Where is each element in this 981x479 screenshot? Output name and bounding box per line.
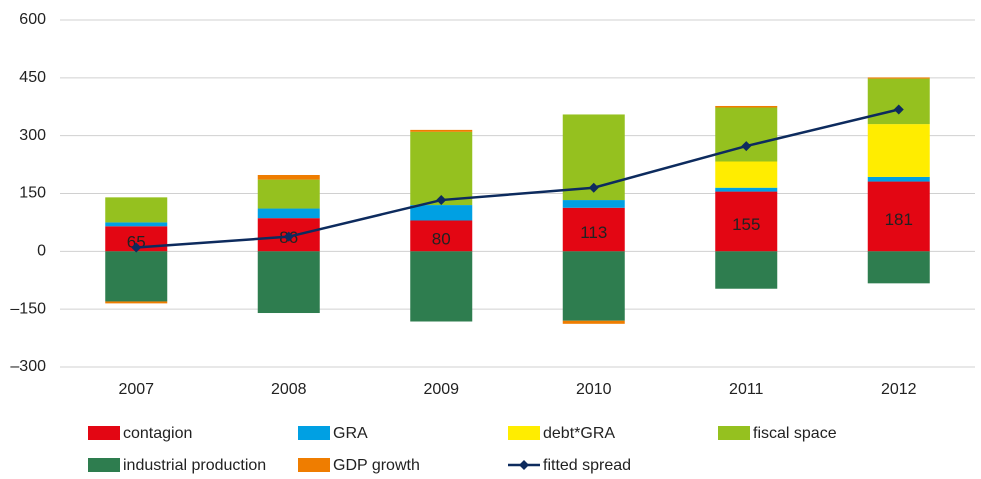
- line-marker: [893, 104, 904, 115]
- bar-segment: [410, 131, 473, 206]
- legend-swatch: [718, 426, 750, 440]
- legend-label: fitted spread: [543, 457, 631, 474]
- bar-segment: [867, 181, 930, 252]
- line-marker: [741, 141, 752, 152]
- legend-label: GDP growth: [333, 457, 420, 474]
- bar-segment: [715, 161, 778, 188]
- bar-segment: [257, 179, 320, 209]
- line-marker: [283, 231, 294, 242]
- y-tick-label: 0: [37, 243, 46, 260]
- legend-label: fiscal space: [753, 425, 837, 442]
- bar-segment: [715, 107, 778, 162]
- legend-label: GRA: [333, 425, 368, 442]
- y-tick-label: 150: [19, 185, 46, 202]
- bar-segment: [562, 251, 625, 321]
- y-tick-label: 450: [19, 69, 46, 86]
- bar-segment: [715, 191, 778, 252]
- bar-segment: [562, 320, 625, 324]
- bar-segment: [410, 205, 473, 221]
- bar-segment: [867, 251, 930, 284]
- y-tick-label: –300: [10, 358, 46, 375]
- y-tick-label: 600: [19, 11, 46, 28]
- bar-segment: [257, 251, 320, 314]
- x-tick-label: 2007: [118, 381, 154, 398]
- bar-segment: [257, 208, 320, 219]
- bar-segment: [410, 251, 473, 322]
- bar-segment: [867, 77, 930, 79]
- data-label: 155: [732, 215, 760, 234]
- bar-segment: [410, 220, 473, 252]
- legend-swatch: [298, 458, 330, 472]
- x-tick-label: 2011: [729, 381, 764, 398]
- legend-swatch: [298, 426, 330, 440]
- bar-segment: [867, 124, 930, 177]
- bar-segment: [105, 251, 168, 302]
- legend-label: industrial production: [123, 457, 266, 474]
- line-marker: [588, 182, 599, 193]
- bar-segment: [105, 301, 168, 304]
- bar-segment: [867, 78, 930, 125]
- y-tick-label: 300: [19, 127, 46, 144]
- bar-segment: [715, 251, 778, 289]
- x-tick-label: 2012: [881, 381, 917, 398]
- data-label: 113: [580, 223, 607, 242]
- bar-segment: [715, 187, 778, 192]
- legend-swatch: [508, 426, 540, 440]
- bar-segment: [410, 129, 473, 132]
- x-tick-label: 2009: [423, 381, 459, 398]
- bar-segment: [867, 176, 930, 182]
- data-label: 181: [885, 210, 913, 229]
- legend-swatch: [88, 426, 120, 440]
- bar-segment: [105, 222, 168, 227]
- legend-swatch: [519, 460, 529, 470]
- bar-segment: [562, 200, 625, 208]
- x-tick-label: 2008: [271, 381, 307, 398]
- legend-label: contagion: [123, 425, 192, 442]
- legend-swatch: [88, 458, 120, 472]
- line-series: [136, 108, 900, 249]
- bar-segment: [562, 207, 625, 252]
- bar-segment: [257, 174, 320, 180]
- legend-label: debt*GRA: [543, 425, 615, 442]
- line-marker: [436, 195, 447, 206]
- data-label: 80: [432, 229, 451, 248]
- x-tick-label: 2010: [576, 381, 612, 398]
- y-tick-label: –150: [10, 300, 46, 317]
- bar-segment: [105, 197, 168, 223]
- line-marker: [131, 242, 142, 253]
- bar-segment: [715, 105, 778, 108]
